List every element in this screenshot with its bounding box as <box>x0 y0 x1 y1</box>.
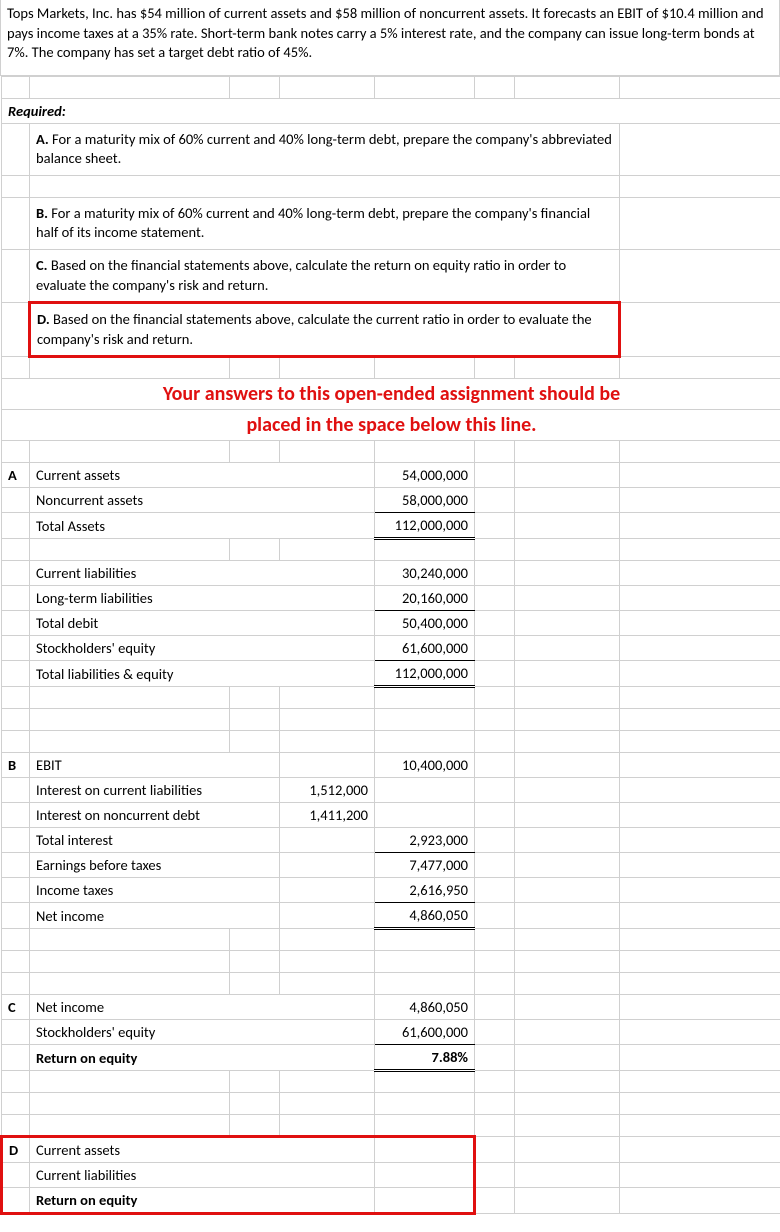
b-ebt-val: 7,477,000 <box>375 853 475 878</box>
b-ind-sub: 1,411,200 <box>280 803 375 828</box>
c-se-label: Stockholders' equity <box>30 1020 375 1045</box>
c-ni-label: Net income <box>30 995 375 1020</box>
c-roe-val: 7.88% <box>375 1045 475 1071</box>
b-ebt-label: Earnings before taxes <box>30 853 280 878</box>
b-ebit-val: 10,400,000 <box>375 753 475 778</box>
a-tle-label: Total liabilities & equity <box>30 661 375 687</box>
section-b-letter: B <box>2 753 30 778</box>
a-nca-label: Noncurrent assets <box>30 488 375 513</box>
a-se-val: 61,600,000 <box>375 636 475 661</box>
instruction-line1: Your answers to this open-ended assignme… <box>2 379 780 410</box>
a-ta-val: 112,000,000 <box>375 513 475 539</box>
required-header: Required: <box>2 98 780 123</box>
a-td-val: 50,400,000 <box>375 611 475 636</box>
b-icl-sub: 1,512,000 <box>280 778 375 803</box>
a-ltl-val: 20,160,000 <box>375 586 475 611</box>
a-td-label: Total debit <box>30 611 375 636</box>
req-a: A. For a maturity mix of 60% current and… <box>30 123 620 175</box>
a-ltl-label: Long-term liabilities <box>30 586 375 611</box>
a-ta-label: Total Assets <box>30 513 375 539</box>
b-ti-val: 2,923,000 <box>375 828 475 853</box>
section-a-letter: A <box>2 463 30 488</box>
b-ni-label: Net income <box>30 903 280 929</box>
req-d-highlighted: D. Based on the financial statements abo… <box>30 303 620 357</box>
c-roe-label: Return on equity <box>30 1045 375 1071</box>
b-ind-label: Interest on noncurrent debt <box>30 803 280 828</box>
a-ca-label: Current assets <box>30 463 375 488</box>
instruction-line2: placed in the space below this line. <box>2 410 780 441</box>
b-ni-val: 4,860,050 <box>375 903 475 929</box>
section-c-letter: C <box>2 995 30 1020</box>
a-cl-val: 30,240,000 <box>375 561 475 586</box>
a-cl-label: Current liabilities <box>30 561 375 586</box>
d-roe-label: Return on equity <box>30 1188 375 1214</box>
a-se-label: Stockholders' equity <box>30 636 375 661</box>
b-icl-label: Interest on current liabilities <box>30 778 280 803</box>
d-ca-label: Current assets <box>30 1137 375 1163</box>
d-cl-label: Current liabilities <box>30 1163 375 1188</box>
problem-intro: Tops Markets, Inc. has $54 million of cu… <box>0 0 780 76</box>
req-c: C. Based on the financial statements abo… <box>30 249 620 302</box>
b-it-val: 2,616,950 <box>375 878 475 903</box>
spreadsheet: Required: A. For a maturity mix of 60% c… <box>0 76 780 1216</box>
b-it-label: Income taxes <box>30 878 280 903</box>
section-d-letter: D <box>2 1137 30 1163</box>
a-tle-val: 112,000,000 <box>375 661 475 687</box>
a-ca-val: 54,000,000 <box>375 463 475 488</box>
b-ebit-label: EBIT <box>30 753 280 778</box>
c-se-val: 61,600,000 <box>375 1020 475 1045</box>
b-ti-label: Total interest <box>30 828 280 853</box>
a-nca-val: 58,000,000 <box>375 488 475 513</box>
c-ni-val: 4,860,050 <box>375 995 475 1020</box>
req-b: B. For a maturity mix of 60% current and… <box>30 197 620 249</box>
